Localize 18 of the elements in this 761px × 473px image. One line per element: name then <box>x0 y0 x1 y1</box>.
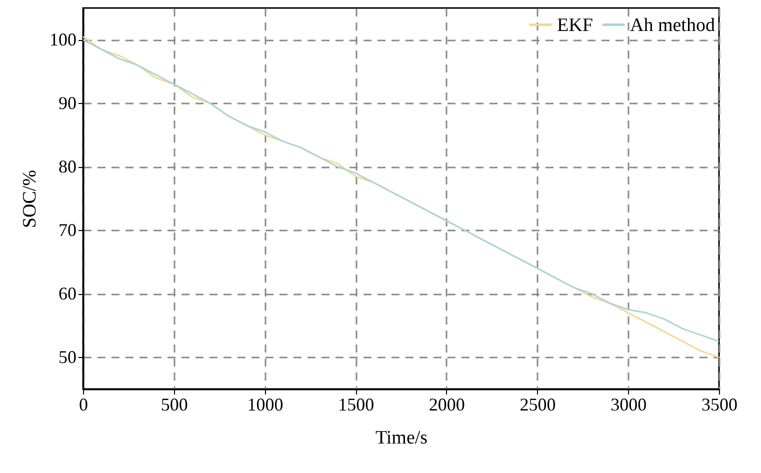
y-tick-label: 70 <box>58 220 76 240</box>
y-tick-label: 100 <box>50 29 76 50</box>
x-tick-label: 2500 <box>520 394 556 414</box>
y-tick-label: 50 <box>58 346 76 367</box>
x-tick-label: 3000 <box>610 394 647 414</box>
x-axis-title: Time/s <box>375 428 428 448</box>
x-tick-label: 2000 <box>428 394 465 414</box>
y-axis-title: SOC/% <box>20 170 40 228</box>
y-tick-label: 60 <box>58 283 76 304</box>
x-tick-label: 500 <box>160 394 188 414</box>
x-tick-label: 1500 <box>338 394 374 414</box>
x-tick-label: 0 <box>79 394 88 414</box>
legend-label: Ah method <box>630 14 716 36</box>
y-tick-label: 90 <box>58 92 76 113</box>
x-tick-label: 1000 <box>247 394 284 414</box>
legend-label: EKF <box>557 14 593 36</box>
y-tick-label: 80 <box>58 156 76 176</box>
x-tick-label: 3500 <box>702 394 738 414</box>
